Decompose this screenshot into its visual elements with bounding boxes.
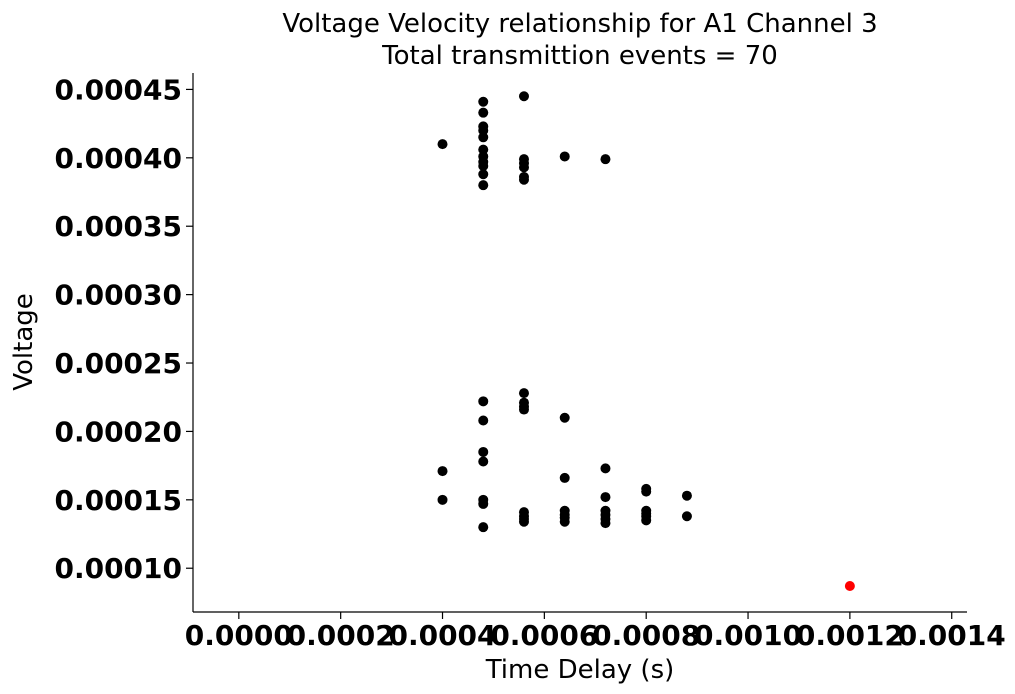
data-point <box>478 456 489 467</box>
data-point <box>518 404 529 415</box>
data-point <box>478 180 489 191</box>
data-point <box>478 96 489 107</box>
data-point <box>478 125 489 136</box>
x-tick-label: 0.0008 <box>592 619 700 652</box>
data-points <box>437 91 855 592</box>
y-axis-label: Voltage <box>9 293 39 391</box>
x-axis-label: Time Delay (s) <box>485 655 675 685</box>
data-point <box>600 463 611 474</box>
data-point <box>437 466 448 477</box>
x-tick-label: 0.0010 <box>694 619 802 652</box>
data-point <box>641 515 652 526</box>
data-point <box>478 132 489 143</box>
data-point <box>559 412 570 423</box>
data-point <box>478 415 489 426</box>
y-tick-label: 0.00045 <box>54 73 182 106</box>
data-point <box>681 511 692 522</box>
x-tick-label: 0.0014 <box>898 619 1006 652</box>
x-tick-label: 0.0002 <box>287 619 395 652</box>
data-point <box>437 139 448 150</box>
x-ticks: 0.00000.00020.00040.00060.00080.00100.00… <box>185 612 1006 652</box>
y-tick-label: 0.00040 <box>54 142 182 175</box>
data-point <box>600 154 611 165</box>
data-point <box>478 396 489 407</box>
chart-subtitle: Total transmittion events = 70 <box>381 41 778 71</box>
data-point <box>478 498 489 509</box>
y-ticks: 0.00010 0.00015 0.00020 0.00025 0.00030 0.000… <box>54 73 193 585</box>
data-point <box>518 388 529 399</box>
axes <box>192 73 967 613</box>
highlighted-data-point <box>844 581 855 592</box>
y-tick-label: 0.00035 <box>54 210 182 243</box>
x-tick-label: 0.0004 <box>388 619 496 652</box>
data-point <box>478 107 489 118</box>
data-point <box>478 144 489 155</box>
y-tick-label: 0.00010 <box>54 552 182 585</box>
data-point <box>600 518 611 529</box>
x-tick-label: 0.0012 <box>796 619 904 652</box>
data-point <box>518 516 529 527</box>
data-point <box>437 494 448 505</box>
y-tick-label: 0.00015 <box>54 484 182 517</box>
data-point <box>478 446 489 457</box>
data-point <box>478 522 489 533</box>
data-point <box>518 91 529 102</box>
chart-title: Voltage Velocity relationship for A1 Cha… <box>282 9 877 39</box>
data-point <box>600 492 611 503</box>
data-point <box>681 490 692 501</box>
x-tick-label: 0.0000 <box>185 619 293 652</box>
y-tick-label: 0.00020 <box>54 415 182 448</box>
y-tick-label: 0.00025 <box>54 347 182 380</box>
data-point <box>518 174 529 185</box>
data-point <box>641 486 652 497</box>
data-point <box>559 516 570 527</box>
data-point <box>478 169 489 180</box>
data-point <box>518 162 529 173</box>
y-tick-label: 0.00030 <box>54 279 182 312</box>
data-point <box>559 472 570 483</box>
x-tick-label: 0.0006 <box>490 619 598 652</box>
data-point <box>478 161 489 172</box>
data-point <box>559 151 570 162</box>
